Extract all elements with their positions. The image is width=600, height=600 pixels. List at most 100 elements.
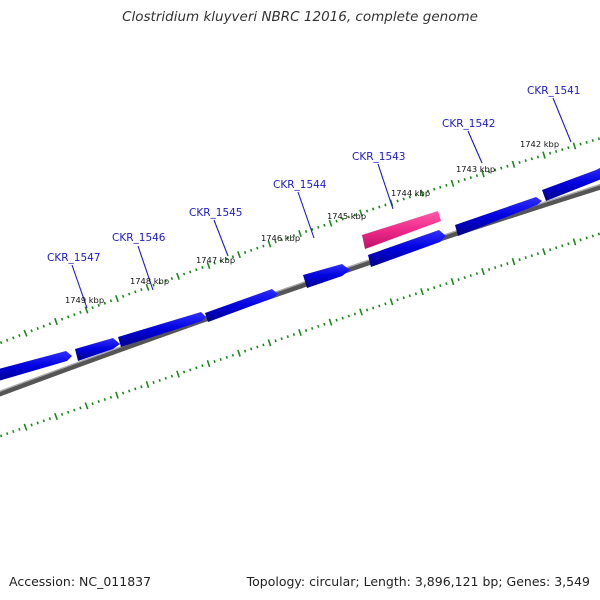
major-tick (359, 209, 363, 217)
minor-tick (213, 360, 216, 364)
callout-line-CKR_1542 (467, 130, 483, 164)
major-tick (572, 142, 577, 150)
major-tick (54, 412, 58, 421)
callout-line-CKR_1547 (71, 264, 88, 309)
minor-tick (256, 246, 259, 250)
major-tick (542, 151, 546, 159)
gene-CKR_1547[interactable] (0, 351, 72, 382)
minor-tick (48, 322, 52, 326)
major-tick (481, 268, 485, 276)
gene-lower-1[interactable] (368, 230, 446, 267)
major-tick (420, 189, 424, 197)
minor-tick (91, 306, 94, 310)
minor-tick (518, 161, 521, 165)
minor-tick (250, 347, 253, 351)
minor-tick (585, 140, 588, 144)
minor-tick (6, 432, 9, 436)
gene-lower-3[interactable] (75, 338, 120, 361)
minor-tick (494, 168, 497, 172)
minor-tick (311, 227, 314, 231)
minor-tick (579, 142, 582, 146)
minor-tick (548, 151, 552, 155)
minor-tick (500, 264, 503, 268)
minor-tick (536, 155, 540, 159)
minor-tick (164, 279, 167, 283)
kbp-labels: 1742 kbp 1743 kbp 1744 kbp 1745 kbp 1746… (65, 139, 559, 305)
minor-tick (365, 209, 369, 213)
minor-tick (79, 406, 82, 410)
major-tick (206, 261, 211, 269)
gene-CKR_1545[interactable] (205, 289, 278, 322)
minor-tick (384, 203, 387, 207)
minor-tick (304, 328, 308, 332)
gene-lower-2[interactable] (303, 264, 350, 288)
minor-tick (317, 324, 320, 328)
gene-label-CKR_1547[interactable]: CKR_1547 (47, 252, 100, 264)
gene-CKR_1546[interactable] (118, 312, 206, 347)
minor-tick (0, 341, 3, 345)
gene-label-CKR_1545[interactable]: CKR_1545 (189, 207, 242, 219)
callout-line-CKR_1546 (137, 245, 154, 291)
minor-tick (463, 276, 466, 280)
minor-tick (414, 292, 418, 296)
minor-tick (561, 148, 564, 152)
gene-CKR_1542[interactable] (455, 197, 542, 236)
major-tick (450, 278, 455, 286)
major-tick (328, 318, 333, 326)
minor-tick (561, 244, 564, 248)
callout-line-CKR_1543 (377, 163, 394, 210)
minor-tick (201, 266, 204, 270)
minor-tick (262, 244, 265, 248)
callout-line-CKR_1545 (213, 219, 229, 257)
minor-tick (445, 282, 448, 286)
minor-tick (60, 412, 64, 416)
minor-tick (128, 389, 131, 393)
minor-tick (225, 355, 228, 359)
minor-tick (97, 303, 100, 307)
minor-tick (243, 349, 247, 353)
minor-tick (500, 166, 503, 170)
minor-tick (463, 178, 466, 182)
minor-tick (311, 326, 314, 330)
gene-CKR_1541[interactable] (542, 166, 600, 201)
minor-tick (494, 266, 497, 270)
minor-tick (225, 257, 228, 261)
minor-tick (170, 277, 174, 280)
minor-tick (396, 199, 399, 203)
minor-tick (134, 290, 137, 294)
kbp-label: 1742 kbp (520, 139, 559, 149)
minor-tick (121, 391, 125, 395)
minor-tick (73, 313, 76, 317)
major-tick (237, 349, 241, 357)
major-tick (542, 248, 546, 256)
minor-tick (30, 329, 33, 333)
gene-label-CKR_1544[interactable]: CKR_1544 (273, 179, 327, 191)
minor-tick (487, 268, 491, 272)
minor-tick (347, 314, 350, 318)
minor-tick (335, 219, 338, 223)
minor-tick (103, 301, 107, 305)
minor-tick (42, 419, 45, 423)
forward-strand-genes (0, 166, 600, 382)
gene-label-CKR_1543[interactable]: CKR_1543 (352, 151, 405, 163)
gene-label-CKR_1541[interactable]: CKR_1541 (527, 85, 580, 97)
minor-tick (30, 423, 33, 427)
kbp-label: 1744 kbp (391, 188, 430, 198)
gene-label-CKR_1546[interactable]: CKR_1546 (112, 232, 166, 244)
minor-tick (567, 242, 570, 246)
minor-tick (475, 272, 479, 276)
minor-tick (231, 255, 235, 259)
minor-tick (518, 258, 521, 262)
minor-tick (408, 195, 411, 199)
minor-tick (457, 179, 460, 183)
minor-tick (97, 400, 100, 404)
gene-label-CKR_1542[interactable]: CKR_1542 (442, 118, 495, 130)
minor-tick (66, 315, 70, 319)
minor-tick (219, 259, 222, 263)
minor-tick (597, 137, 600, 141)
gene-CKR_1543[interactable] (362, 211, 441, 249)
major-tick (298, 229, 302, 238)
minor-tick (426, 189, 430, 193)
minor-tick (445, 183, 448, 187)
